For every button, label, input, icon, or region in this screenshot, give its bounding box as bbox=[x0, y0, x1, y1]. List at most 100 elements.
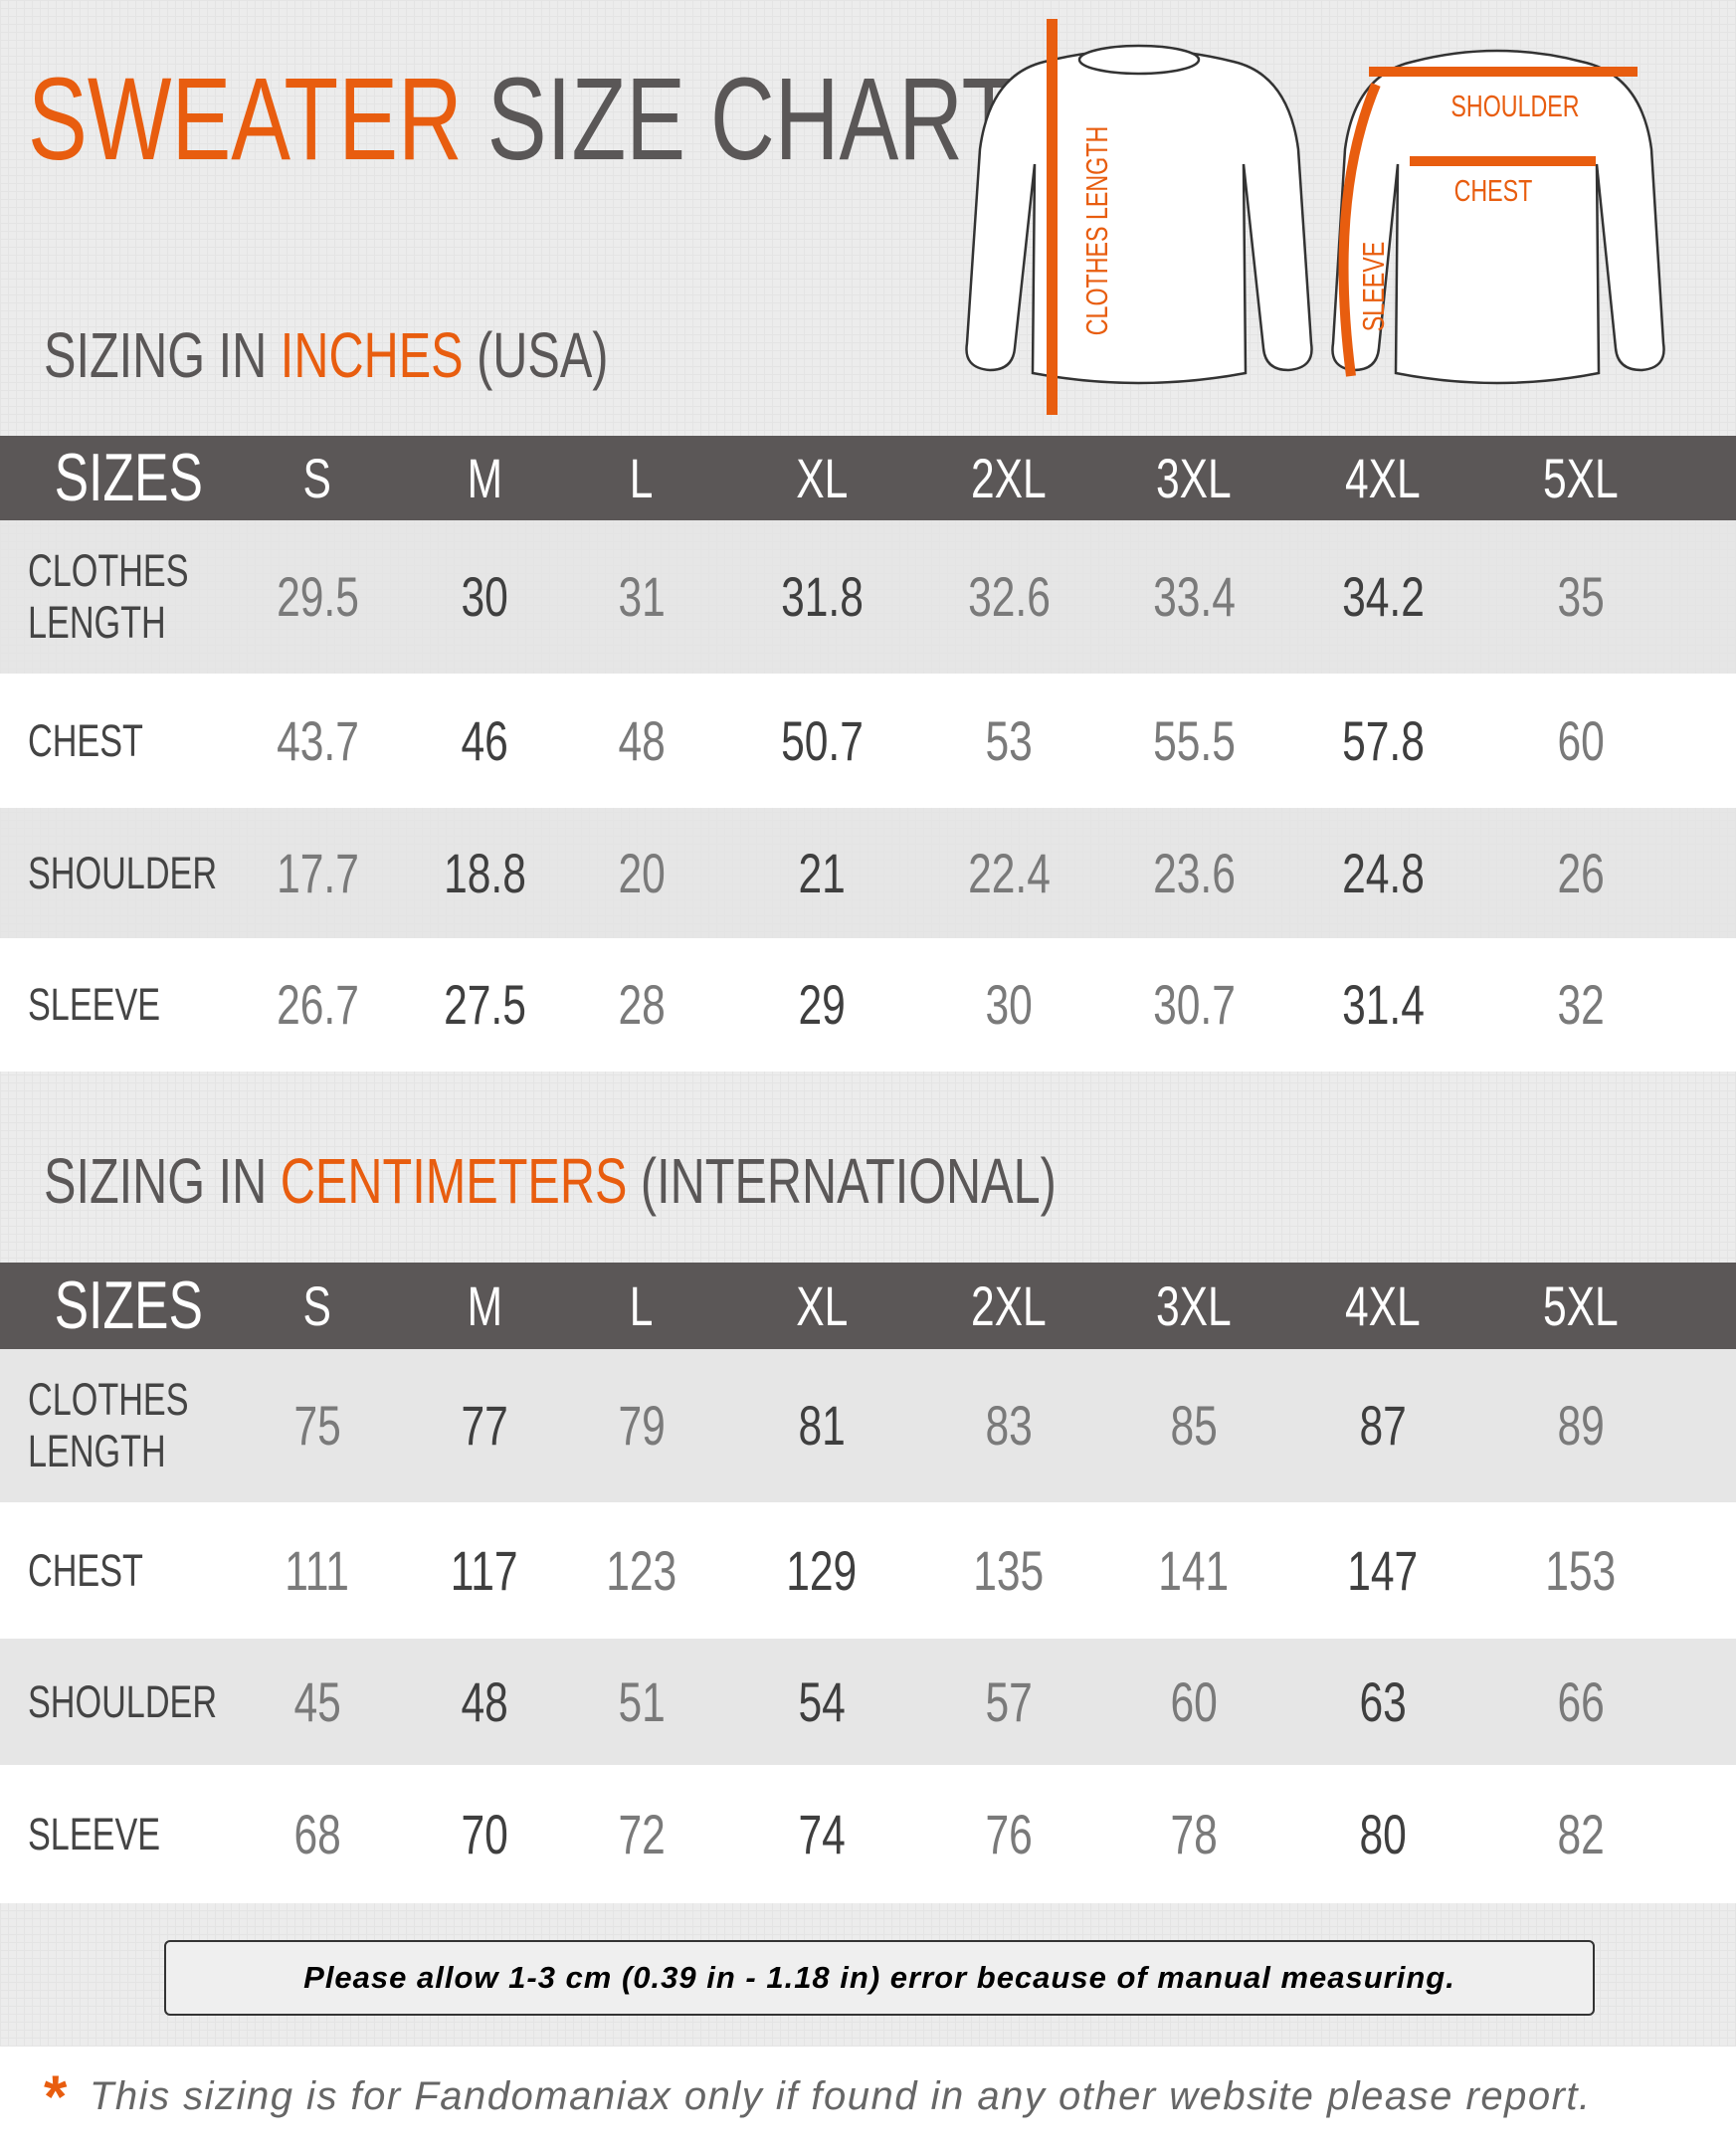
size-value-text: 141 bbox=[1158, 1539, 1230, 1602]
row-label: CLOTHES LENGTH bbox=[28, 1349, 257, 1502]
size-value-text: 89 bbox=[1557, 1394, 1605, 1457]
size-value: 57.8 bbox=[1293, 674, 1472, 808]
size-value-text: 57 bbox=[985, 1670, 1033, 1733]
column-header-text: 2XL bbox=[971, 447, 1047, 509]
size-value-text: 63 bbox=[1359, 1670, 1407, 1733]
size-value-text: 85 bbox=[1170, 1394, 1218, 1457]
column-header: L bbox=[552, 436, 731, 520]
size-value: 77 bbox=[395, 1349, 574, 1502]
size-value-text: 78 bbox=[1170, 1803, 1218, 1865]
size-value: 153 bbox=[1491, 1502, 1670, 1639]
size-value: 70 bbox=[395, 1765, 574, 1903]
size-value-text: 80 bbox=[1359, 1803, 1407, 1865]
section-heading: SIZING IN CENTIMETERS (INTERNATIONAL) bbox=[44, 1144, 1376, 1218]
footer: * This sizing is for Fandomaniax only if… bbox=[0, 2047, 1736, 2149]
size-value: 30 bbox=[395, 520, 574, 674]
size-value-text: 31.4 bbox=[1341, 973, 1425, 1036]
size-value-text: 33.4 bbox=[1152, 565, 1236, 628]
diagram-label: CLOTHES LENGTH bbox=[1079, 126, 1114, 336]
row-label-text: SLEEVE bbox=[28, 1808, 161, 1859]
size-value-text: 20 bbox=[618, 842, 666, 904]
size-value-text: 18.8 bbox=[443, 842, 526, 904]
size-value-text: 30 bbox=[985, 973, 1033, 1036]
column-header: M bbox=[395, 1263, 574, 1349]
diagram-label: CHEST bbox=[1454, 173, 1533, 208]
column-header: 3XL bbox=[1104, 436, 1283, 520]
size-value: 48 bbox=[395, 1639, 574, 1765]
size-value: 76 bbox=[919, 1765, 1098, 1903]
size-value: 74 bbox=[732, 1765, 911, 1903]
size-value: 34.2 bbox=[1293, 520, 1472, 674]
size-value-text: 123 bbox=[606, 1539, 677, 1602]
column-header-text: M bbox=[467, 1274, 502, 1337]
row-label: SLEEVE bbox=[28, 938, 257, 1072]
size-value-text: 29.5 bbox=[276, 565, 359, 628]
size-value: 72 bbox=[552, 1765, 731, 1903]
size-value: 31.4 bbox=[1293, 938, 1472, 1072]
size-value: 43.7 bbox=[228, 674, 407, 808]
size-value: 68 bbox=[228, 1765, 407, 1903]
size-value-text: 32 bbox=[1557, 973, 1605, 1036]
table-row: CHEST 43.7 46 48 50.7 53 55.5 57.8 60 bbox=[0, 674, 1736, 808]
size-value-text: 21 bbox=[798, 842, 846, 904]
sweater-diagram: CLOTHES LENGTH SHOULDER CHEST SLEEVE bbox=[965, 19, 1665, 415]
row-label-text: SLEEVE bbox=[28, 979, 161, 1030]
size-value-text: 51 bbox=[618, 1670, 666, 1733]
section-heading: SIZING IN INCHES (USA) bbox=[44, 318, 787, 392]
size-value-text: 43.7 bbox=[276, 709, 359, 772]
column-header: SIZES bbox=[31, 1263, 210, 1349]
size-value: 81 bbox=[732, 1349, 911, 1502]
size-value-text: 70 bbox=[461, 1803, 508, 1865]
size-value-text: 30 bbox=[461, 565, 508, 628]
size-value-text: 29 bbox=[798, 973, 846, 1036]
length-bar bbox=[1047, 19, 1058, 415]
title-rest: SIZE CHART bbox=[486, 54, 1017, 185]
size-value: 32 bbox=[1491, 938, 1670, 1072]
table-row: CLOTHES LENGTH 75 77 79 81 83 85 87 89 bbox=[0, 1349, 1736, 1502]
size-value: 32.6 bbox=[919, 520, 1098, 674]
size-value-text: 26.7 bbox=[276, 973, 359, 1036]
size-value: 23.6 bbox=[1104, 808, 1283, 938]
row-label: CLOTHES LENGTH bbox=[28, 520, 257, 674]
size-value-text: 48 bbox=[461, 1670, 508, 1733]
table-row: CLOTHES LENGTH 29.5 30 31 31.8 32.6 33.4 34.2 35 bbox=[0, 520, 1736, 674]
column-header-text: SIZES bbox=[54, 1268, 203, 1343]
size-value-text: 68 bbox=[293, 1803, 341, 1865]
size-value: 80 bbox=[1293, 1765, 1472, 1903]
size-value: 35 bbox=[1491, 520, 1670, 674]
size-value: 30 bbox=[919, 938, 1098, 1072]
footer-mark: * bbox=[44, 2063, 68, 2130]
size-value: 82 bbox=[1491, 1765, 1670, 1903]
size-value: 55.5 bbox=[1104, 674, 1283, 808]
size-value: 89 bbox=[1491, 1349, 1670, 1502]
neckline bbox=[1077, 44, 1201, 76]
shoulder-bar bbox=[1369, 67, 1638, 77]
size-value: 21 bbox=[732, 808, 911, 938]
size-value-text: 50.7 bbox=[780, 709, 864, 772]
size-value: 83 bbox=[919, 1349, 1098, 1502]
size-value: 78 bbox=[1104, 1765, 1283, 1903]
note-box: Please allow 1-3 cm (0.39 in - 1.18 in) … bbox=[164, 1940, 1595, 2016]
size-value-text: 76 bbox=[985, 1803, 1033, 1865]
size-value-text: 117 bbox=[451, 1539, 518, 1602]
row-label-text: CLOTHES LENGTH bbox=[28, 1374, 189, 1476]
size-value: 24.8 bbox=[1293, 808, 1472, 938]
size-value: 141 bbox=[1104, 1502, 1283, 1639]
diagram-label: SLEEVE bbox=[1356, 242, 1391, 331]
sleeve-arc bbox=[1338, 83, 1381, 377]
table-row: SLEEVE 26.7 27.5 28 29 30 30.7 31.4 32 bbox=[0, 938, 1736, 1072]
size-value: 18.8 bbox=[395, 808, 574, 938]
size-value-text: 17.7 bbox=[276, 842, 359, 904]
row-label: CHEST bbox=[28, 674, 257, 808]
heading-text: SIZING IN INCHES (USA) bbox=[44, 318, 609, 392]
table-row: SHOULDER 45 48 51 54 57 60 63 66 bbox=[0, 1639, 1736, 1765]
chest-bar bbox=[1410, 156, 1596, 166]
size-value: 135 bbox=[919, 1502, 1098, 1639]
size-value: 22.4 bbox=[919, 808, 1098, 938]
column-header: 3XL bbox=[1104, 1263, 1283, 1349]
column-header: 4XL bbox=[1293, 1263, 1472, 1349]
size-value: 20 bbox=[552, 808, 731, 938]
size-value-text: 79 bbox=[618, 1394, 666, 1457]
size-value: 46 bbox=[395, 674, 574, 808]
